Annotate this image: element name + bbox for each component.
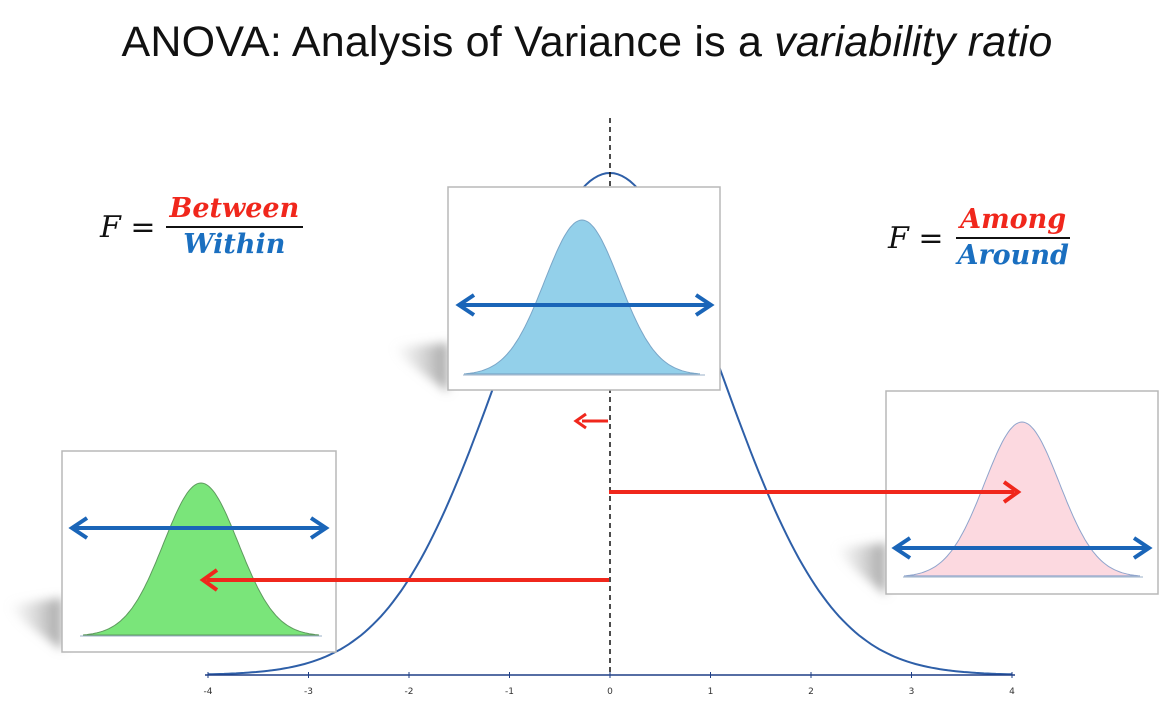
panel-shadow xyxy=(8,598,62,650)
right-blue-double-arrow xyxy=(891,536,1153,560)
numerator-among: Among xyxy=(956,203,1071,239)
fraction: Between Within xyxy=(165,192,304,262)
x-axis-tick-label: 0 xyxy=(607,687,613,697)
blue-bell-curve xyxy=(463,219,701,375)
x-axis-tick-label: 1 xyxy=(708,687,714,697)
left-blue-double-arrow xyxy=(68,516,330,540)
center-panel xyxy=(393,186,721,392)
x-axis-tick-label: -2 xyxy=(405,687,414,697)
denominator-around: Around xyxy=(957,240,1069,271)
x-axis-tick-label: -1 xyxy=(505,687,514,697)
center-blue-double-arrow xyxy=(455,293,715,317)
panel-shadow xyxy=(835,543,886,595)
small-red-arrow xyxy=(573,412,608,430)
fraction: Among Around xyxy=(954,203,1073,273)
green-bell-curve xyxy=(82,482,320,636)
pink-bell-curve xyxy=(903,421,1141,577)
slide-title: ANOVA: Analysis of Variance is a variabi… xyxy=(0,18,1174,67)
x-axis-tick-label: 2 xyxy=(808,687,814,697)
formula-lhs: F = xyxy=(888,220,944,256)
x-axis-tick-label: -3 xyxy=(304,687,313,697)
red-arrow-right xyxy=(609,480,1022,504)
x-axis-tick-label: -4 xyxy=(204,687,213,697)
panel-shadow xyxy=(393,343,448,392)
title-emphasis: variability ratio xyxy=(774,18,1053,66)
red-arrow-left xyxy=(199,568,609,592)
formula-among-around: F = Among Around xyxy=(888,203,1073,273)
formula-lhs: F = xyxy=(100,209,156,245)
left-panel xyxy=(8,450,337,653)
numerator-between: Between xyxy=(165,192,304,228)
x-axis-ticks: -4 -3 -2 -1 0 1 2 3 4 xyxy=(204,672,1015,697)
x-axis-tick-label: 4 xyxy=(1009,687,1015,697)
x-axis-tick-label: 3 xyxy=(909,687,915,697)
title-prefix: ANOVA: Analysis of Variance is a xyxy=(121,18,775,66)
denominator-within: Within xyxy=(183,229,286,260)
formula-between-within: F = Between Within xyxy=(100,192,304,262)
